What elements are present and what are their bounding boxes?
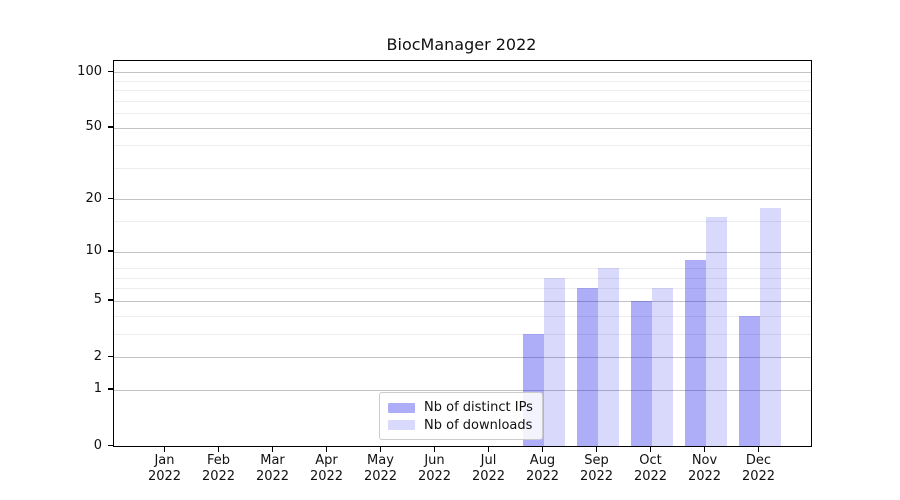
minor-gridline xyxy=(114,288,811,290)
plot-area xyxy=(113,60,812,447)
x-tick-label: Jan 2022 xyxy=(147,453,182,484)
legend: Nb of distinct IPs Nb of downloads xyxy=(379,392,543,440)
y-tick-label: 0 xyxy=(93,437,102,453)
bar-downloads-sep xyxy=(597,268,619,446)
y-tick-label: 50 xyxy=(85,119,102,135)
minor-gridline xyxy=(114,90,811,92)
x-tick-mark xyxy=(217,446,220,452)
legend-label-downloads: Nb of downloads xyxy=(424,417,533,433)
major-gridline xyxy=(114,72,811,74)
x-tick-label: May 2022 xyxy=(363,453,398,484)
x-tick-mark xyxy=(703,446,706,452)
legend-swatch-distinct-ips xyxy=(388,402,415,413)
x-tick-label: Aug 2022 xyxy=(525,453,560,484)
x-tick-mark xyxy=(541,446,544,452)
y-tick-mark xyxy=(108,444,113,446)
y-tick-mark xyxy=(108,355,113,357)
legend-entry-downloads: Nb of downloads xyxy=(388,417,534,435)
y-tick-mark xyxy=(108,126,113,128)
minor-gridline xyxy=(114,277,811,279)
minor-gridline xyxy=(114,100,811,102)
minor-gridline xyxy=(114,145,811,147)
bar-distinct-ips-nov xyxy=(684,259,706,446)
major-gridline xyxy=(114,389,811,391)
x-tick-mark xyxy=(433,446,436,452)
x-tick-label: Oct 2022 xyxy=(633,453,668,484)
x-tick-mark xyxy=(649,446,652,452)
minor-gridline xyxy=(114,113,811,115)
major-gridline xyxy=(114,127,811,129)
chart-title: BiocManager 2022 xyxy=(386,35,537,54)
bar-downloads-aug xyxy=(543,277,565,446)
y-tick-label: 10 xyxy=(85,243,102,259)
x-tick-mark xyxy=(757,446,760,452)
x-tick-label: Feb 2022 xyxy=(201,453,236,484)
y-tick-mark xyxy=(108,70,113,73)
x-tick-mark xyxy=(595,446,598,452)
y-tick-label: 100 xyxy=(77,63,102,79)
y-tick-label: 1 xyxy=(93,381,102,397)
x-tick-label: Nov 2022 xyxy=(687,453,722,484)
legend-entry-distinct-ips: Nb of distinct IPs xyxy=(388,399,534,417)
minor-gridline xyxy=(114,221,811,223)
bar-distinct-ips-oct xyxy=(630,300,652,446)
y-tick-label: 5 xyxy=(93,292,102,308)
bar-downloads-nov xyxy=(705,216,727,446)
y-tick-label: 2 xyxy=(93,348,102,364)
major-gridline xyxy=(114,300,811,302)
x-tick-mark xyxy=(271,446,274,452)
y-tick-mark xyxy=(108,388,113,390)
x-tick-mark xyxy=(379,446,382,452)
minor-gridline xyxy=(114,333,811,335)
y-tick-mark xyxy=(108,197,113,200)
y-tick-label: 20 xyxy=(85,190,102,206)
x-tick-label: Jun 2022 xyxy=(417,453,452,484)
bar-distinct-ips-sep xyxy=(576,288,598,446)
minor-gridline xyxy=(114,80,811,82)
minor-gridline xyxy=(114,167,811,169)
bar-downloads-oct xyxy=(651,288,673,446)
x-tick-label: Apr 2022 xyxy=(309,453,344,484)
minor-gridline xyxy=(114,268,811,269)
y-tick-mark xyxy=(108,250,113,252)
legend-swatch-downloads xyxy=(388,420,415,431)
legend-label-distinct-ips: Nb of distinct IPs xyxy=(424,400,533,416)
y-tick-mark xyxy=(108,299,113,301)
minor-gridline xyxy=(114,315,811,317)
bar-downloads-dec xyxy=(759,207,781,446)
bar-distinct-ips-dec xyxy=(738,315,760,446)
x-tick-mark xyxy=(325,446,328,452)
x-tick-mark xyxy=(163,446,166,452)
x-tick-label: Dec 2022 xyxy=(741,453,776,484)
major-gridline xyxy=(114,251,811,253)
major-gridline xyxy=(114,199,811,201)
x-tick-label: Mar 2022 xyxy=(255,453,290,484)
x-tick-label: Jul 2022 xyxy=(471,453,506,484)
x-tick-mark xyxy=(487,446,490,452)
major-gridline xyxy=(114,357,811,358)
x-tick-label: Sep 2022 xyxy=(579,453,614,484)
